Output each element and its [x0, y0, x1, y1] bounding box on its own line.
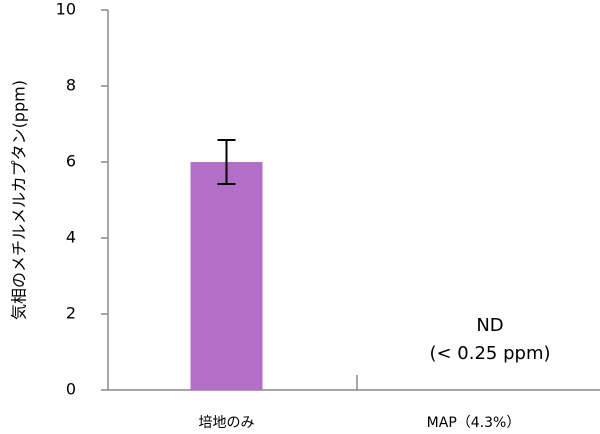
x-tick-label: 培地のみ [199, 415, 255, 431]
annotation: (< 0.25 ppm) [429, 343, 550, 364]
y-tick-label: 8 [66, 76, 76, 95]
y-tick-label: 2 [66, 304, 76, 323]
y-tick-label: 10 [56, 0, 76, 19]
annotation: ND [476, 315, 503, 336]
y-tick-label: 6 [66, 152, 76, 171]
y-tick-label: 0 [66, 380, 76, 399]
x-tick-label: MAP（4.3%） [427, 415, 521, 431]
bar [190, 162, 263, 390]
y-axis-label: 気相のメチルメルカプタン(ppm) [10, 80, 29, 320]
y-tick-label: 4 [66, 228, 76, 247]
